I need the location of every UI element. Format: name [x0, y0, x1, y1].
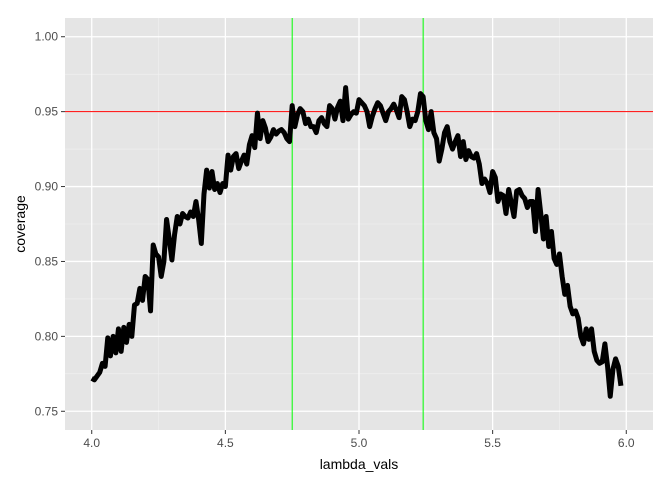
y-axis-title: coverage: [12, 195, 28, 253]
x-tick-label: 5.5: [484, 436, 501, 450]
y-tick-label: 0.85: [35, 254, 59, 268]
x-axis-title: lambda_vals: [320, 456, 399, 472]
coverage-line: [90, 85, 624, 399]
data-series: [90, 85, 624, 399]
y-tick-label: 0.90: [35, 180, 59, 194]
y-axis: 0.75 0.80 0.85 0.90 0.95 1.00: [35, 30, 65, 418]
x-tick-label: 4.0: [83, 436, 100, 450]
y-tick-label: 0.80: [35, 329, 59, 343]
x-axis: 4.0 4.5 5.0 5.5 6.0: [83, 430, 635, 450]
y-tick-label: 0.95: [35, 105, 59, 119]
y-tick-label: 1.00: [35, 30, 59, 44]
x-tick-label: 4.5: [217, 436, 234, 450]
x-tick-label: 6.0: [618, 436, 635, 450]
y-tick-label: 0.75: [35, 404, 59, 418]
x-tick-label: 5.0: [351, 436, 368, 450]
